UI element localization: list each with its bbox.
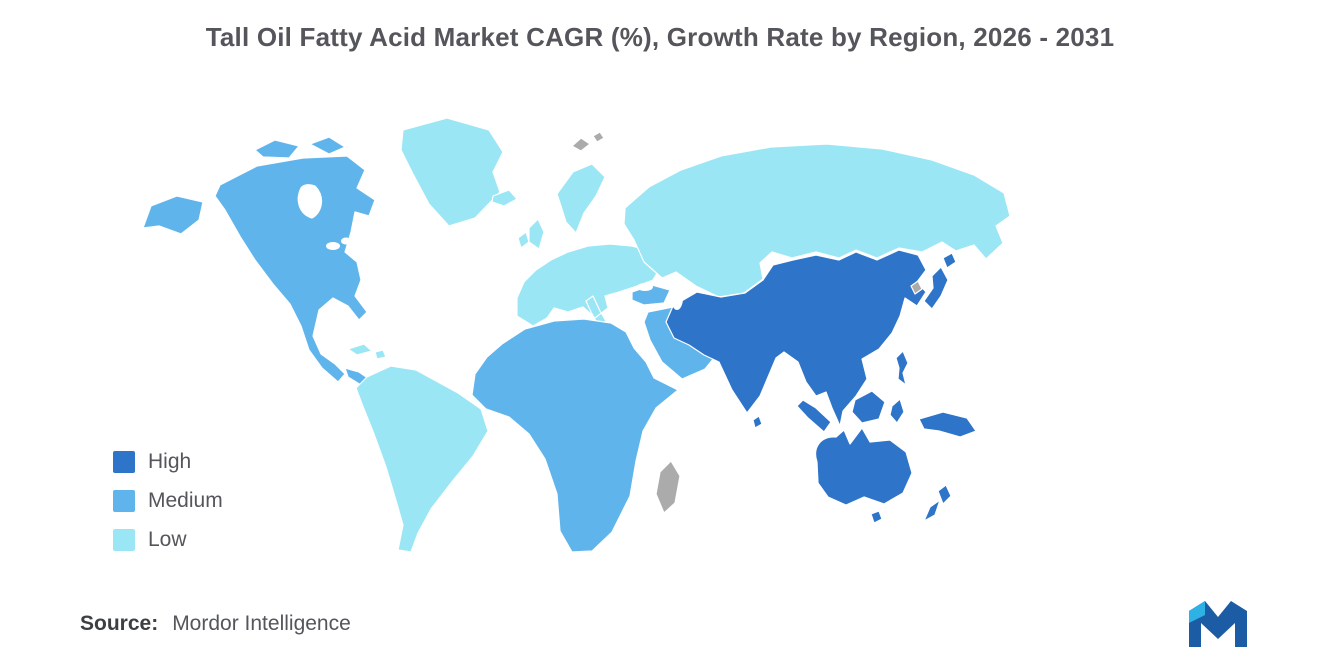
legend-label-low: Low	[148, 528, 187, 551]
legend-swatch-medium	[113, 490, 135, 512]
legend-label-medium: Medium	[148, 489, 223, 512]
region-svalbard	[571, 131, 605, 152]
region-australia	[815, 427, 913, 524]
region-north-america	[142, 136, 376, 386]
region-europe	[516, 243, 662, 327]
world-map	[142, 117, 1011, 553]
region-iceland	[491, 189, 518, 207]
caspian-sea	[671, 286, 683, 310]
region-caribbean	[347, 343, 387, 360]
region-japan	[923, 252, 957, 310]
mordor-intelligence-logo	[1189, 601, 1247, 647]
region-scandinavia	[556, 163, 606, 234]
region-south-america	[355, 365, 489, 553]
legend-swatch-rect	[113, 529, 135, 551]
region-russia-central-asia	[623, 143, 1011, 298]
region-new-zealand	[923, 484, 952, 522]
legend-item-medium: Medium	[113, 489, 223, 513]
region-madagascar	[655, 460, 681, 514]
region-uk-ireland	[517, 218, 545, 250]
legend: High Medium Low	[113, 450, 223, 567]
region-north-korea	[910, 280, 923, 295]
region-philippines	[895, 350, 909, 386]
legend-label-high: High	[148, 450, 192, 473]
legend-swatch-low	[113, 529, 135, 551]
region-greenland	[400, 117, 504, 227]
source-name: Mordor Intelligence	[172, 612, 351, 635]
legend-item-low: Low	[113, 528, 223, 552]
chart-title: Tall Oil Fatty Acid Market CAGR (%), Gro…	[205, 22, 1115, 52]
legend-item-high: High	[113, 450, 223, 474]
legend-swatch-rect	[113, 490, 135, 512]
region-africa	[471, 318, 679, 553]
source-label: Source:	[80, 612, 159, 635]
source-line: Source: Mordor Intelligence	[80, 612, 351, 636]
logo-accent	[1189, 601, 1205, 623]
legend-swatch-rect	[113, 451, 135, 473]
great-lakes	[326, 242, 340, 250]
legend-swatch-high	[113, 451, 135, 473]
great-lakes-2	[341, 237, 351, 245]
region-asia-pacific	[665, 249, 927, 429]
black-sea	[637, 283, 653, 291]
